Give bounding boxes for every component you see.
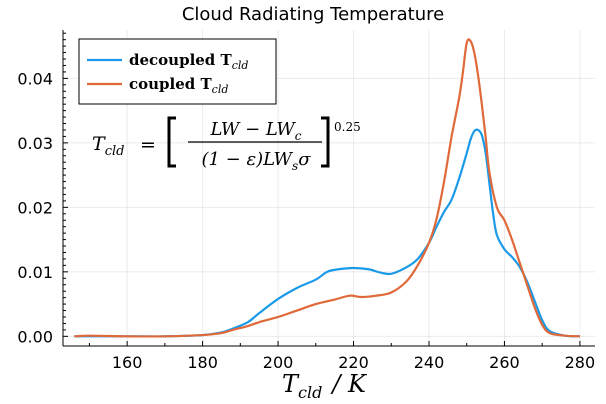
chart-title: Cloud Radiating Temperature: [182, 4, 444, 25]
equation-denominator-post: σ: [298, 149, 311, 170]
left-bracket: [167, 116, 176, 168]
series-lines: [74, 38, 580, 338]
x-tick-label: 180: [187, 353, 218, 372]
x-axis-label: Tcld / K: [282, 370, 368, 402]
equation-numerator: LW − LWc: [209, 119, 301, 143]
legend: decoupled Tcld coupled Tcld: [78, 38, 277, 105]
legend-label-coupled-main: coupled T: [129, 75, 212, 93]
legend-label-decoupled-main: decoupled T: [129, 51, 233, 69]
y-tick-label: 0.03: [17, 134, 53, 153]
x-axis-label-sub: cld: [298, 383, 322, 402]
legend-label-coupled: coupled Tcld: [129, 75, 228, 96]
x-axis-label-suffix: / K: [330, 370, 368, 398]
y-tick-label: 0.04: [17, 69, 53, 88]
equation-annotation: Tcld = LW − LWc (1 − ε)LWsσ 0.25: [92, 116, 361, 173]
legend-label-coupled-sub: cld: [212, 83, 229, 96]
equation-lhs-sub: cld: [105, 144, 125, 159]
axes: [62, 30, 595, 347]
x-tick-label: 160: [112, 353, 143, 372]
equation-denominator: (1 − ε)LWsσ: [201, 149, 311, 173]
series-line-coupled: [74, 38, 580, 338]
x-tick-label: 240: [414, 353, 445, 372]
x-axis-label-main: T: [282, 370, 300, 398]
equation-numerator-sub: c: [295, 129, 302, 143]
equation-numerator-main: LW − LW: [209, 119, 296, 140]
y-tick-label: 0.01: [17, 263, 53, 282]
y-tick-label: 0.00: [17, 327, 53, 346]
x-tick-label: 260: [489, 353, 520, 372]
legend-box: [78, 38, 277, 105]
x-tick-label: 220: [338, 353, 369, 372]
equation-exponent: 0.25: [334, 120, 361, 134]
x-tick-label: 200: [263, 353, 294, 372]
tick-labels: 160 180 200 220 240 260 280 0.00 0.01 0.02 0.03 0.0…: [17, 69, 595, 372]
equation-denominator-pre: (1 − ε)LW: [201, 149, 293, 170]
equation-denominator-sub: s: [292, 159, 298, 173]
equation-equals: =: [140, 134, 156, 156]
legend-label-decoupled: decoupled Tcld: [129, 51, 248, 72]
x-tick-label: 280: [565, 353, 596, 372]
legend-label-decoupled-sub: cld: [232, 59, 249, 72]
equation-lhs-main: T: [92, 133, 106, 155]
series-line-decoupled: [74, 128, 580, 338]
y-tick-label: 0.02: [17, 198, 53, 217]
right-bracket: [321, 116, 330, 168]
equation-lhs: Tcld: [92, 133, 124, 159]
